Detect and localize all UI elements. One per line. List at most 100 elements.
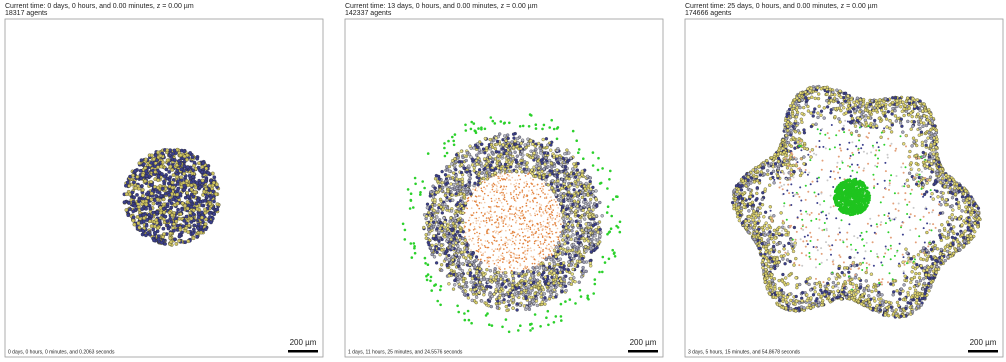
cell: [567, 191, 570, 194]
cell: [495, 248, 497, 250]
cell: [497, 262, 499, 264]
cell: [567, 268, 570, 271]
cell: [142, 216, 145, 219]
cell: [503, 225, 505, 227]
cell: [604, 261, 607, 264]
cell: [474, 200, 476, 202]
cell: [567, 230, 570, 233]
cell: [131, 174, 134, 177]
cell: [551, 219, 553, 221]
cell: [156, 202, 159, 205]
cell: [529, 213, 531, 215]
cell: [432, 234, 435, 237]
cell: [511, 205, 513, 207]
cell: [502, 294, 505, 297]
cell: [162, 180, 165, 183]
cell: [580, 244, 583, 247]
cell: [215, 193, 218, 196]
cell: [513, 192, 515, 194]
cell: [192, 179, 195, 182]
cell: [505, 237, 507, 239]
cell: [556, 215, 558, 217]
cell: [534, 215, 536, 217]
cell: [477, 242, 479, 244]
cell: [499, 216, 501, 218]
cell: [575, 239, 578, 242]
cell: [525, 268, 527, 270]
cell: [485, 278, 488, 281]
cell: [572, 276, 575, 279]
cell: [192, 228, 195, 231]
cell: [533, 208, 535, 210]
cell: [542, 229, 544, 231]
cell: [811, 148, 814, 151]
cell: [532, 191, 534, 193]
cell: [490, 208, 492, 210]
cell: [518, 183, 520, 185]
cell: [486, 263, 488, 265]
cell: [521, 224, 523, 226]
cell: [430, 249, 433, 252]
cell: [539, 325, 542, 328]
cell: [180, 208, 183, 211]
cell: [502, 253, 504, 255]
cell: [530, 177, 532, 179]
cell: [610, 227, 613, 230]
cell: [537, 160, 540, 163]
cell: [585, 182, 588, 185]
cell: [211, 172, 214, 175]
cell: [550, 208, 552, 210]
cell: [543, 225, 545, 227]
cell: [465, 260, 468, 263]
cell: [488, 242, 490, 244]
cell: [185, 158, 188, 161]
cell: [543, 221, 545, 223]
cell: [581, 196, 584, 199]
cell: [204, 222, 207, 225]
cell: [484, 174, 487, 177]
cell: [501, 147, 504, 150]
cell: [490, 169, 493, 172]
cell: [524, 171, 527, 174]
cell: [470, 223, 472, 225]
cell: [148, 233, 151, 236]
cell: [489, 138, 492, 141]
cell: [513, 214, 515, 216]
cell: [156, 186, 159, 189]
cell: [521, 139, 524, 142]
cell: [545, 316, 548, 319]
cell: [495, 136, 498, 139]
cell: [513, 190, 515, 192]
cell: [531, 143, 534, 146]
cell: [525, 286, 528, 289]
cell: [915, 280, 918, 283]
cell: [485, 225, 487, 227]
cell: [565, 177, 568, 180]
cell: [486, 312, 489, 315]
cell: [485, 268, 488, 271]
cell: [506, 201, 508, 203]
cell: [200, 211, 203, 214]
cell: [160, 172, 163, 175]
cell: [502, 179, 504, 181]
cell: [560, 163, 563, 166]
cell: [531, 220, 533, 222]
cell: [550, 206, 552, 208]
cell: [517, 275, 520, 278]
cell: [157, 235, 160, 238]
cell: [427, 263, 430, 266]
cell: [563, 242, 566, 245]
cell: [168, 170, 171, 173]
cell: [525, 211, 527, 213]
cell: [551, 200, 553, 202]
cell: [180, 185, 183, 188]
cell: [557, 241, 560, 244]
cell: [539, 208, 541, 210]
cell: [476, 223, 478, 225]
cell: [547, 165, 550, 168]
cell: [516, 220, 518, 222]
cell: [601, 214, 604, 217]
cell: [454, 160, 457, 163]
cell: [196, 207, 199, 210]
cell: [141, 229, 144, 232]
